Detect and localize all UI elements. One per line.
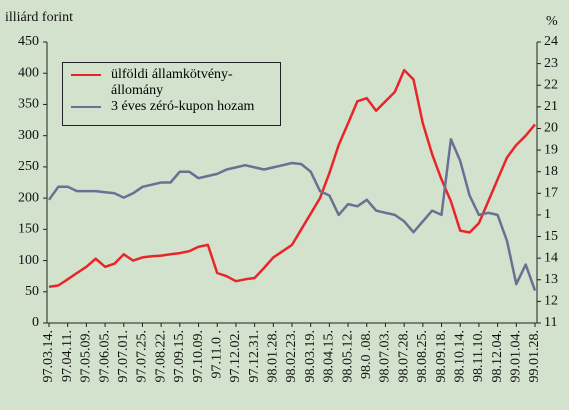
y-tick-label: 300 — [18, 128, 39, 143]
x-tick-label: 98.03.19. — [303, 330, 318, 383]
series-line — [47, 138, 537, 292]
x-tick-label: 97.05.09. — [79, 330, 94, 383]
y2-tick-label: 20 — [544, 121, 558, 136]
y2-tick-label: 19 — [544, 142, 558, 157]
y-tick-label: 400 — [18, 65, 39, 80]
y2-tick-label: 13 — [544, 272, 558, 287]
y-tick-label: 250 — [18, 159, 39, 174]
x-tick-label: 98.07.28. — [396, 330, 411, 383]
legend-label: 3 éves zéró-kupon hozam — [111, 99, 255, 114]
x-tick-label: 98.10.14. — [452, 330, 467, 383]
x-tick-label: 97.07.25. — [135, 330, 150, 383]
x-tick-label: 98.0 .08. — [359, 330, 374, 379]
x-tick-label: 97.12.02. — [228, 330, 243, 383]
y2-tick-label: 21 — [544, 99, 558, 114]
y2-tick-label: 14 — [544, 250, 558, 265]
y-axis-label: illiárd forint — [5, 10, 73, 25]
x-tick-label: 97.08.22. — [153, 330, 168, 383]
x-tick-label: 97.09.15. — [172, 330, 187, 383]
legend-label: ülföldi államkötvény-állomány — [111, 67, 233, 98]
y-tick-label: 200 — [18, 190, 39, 205]
y2-axis-label: % — [546, 14, 558, 29]
legend: ülföldi államkötvény-állomány 3 éves zéró… — [62, 62, 281, 126]
series-line — [48, 68, 536, 289]
y-tick-label: 100 — [18, 253, 39, 268]
x-tick-label: 98.02.23. — [284, 330, 299, 383]
y2-tick-label: 11 — [544, 315, 557, 330]
x-tick-label: 97.06.05. — [97, 330, 112, 383]
legend-item: ülföldi államkötvény-állomány — [67, 67, 276, 99]
y-tick-label: 350 — [18, 97, 39, 112]
y2-tick-label: 1 — [544, 207, 551, 222]
x-tick-label: 99.01.28. — [527, 330, 542, 383]
y2-tick-label: 22 — [544, 77, 558, 92]
y-tick-label: 150 — [18, 222, 39, 237]
x-tick-label: 99.01.04. — [509, 330, 524, 383]
y2-tick-label: 24 — [544, 34, 558, 49]
x-tick-label: 97.12.31. — [247, 330, 262, 383]
y2-tick-label: 18 — [544, 164, 558, 179]
y-tick-label: 0 — [32, 315, 39, 330]
y2-tick-label: 23 — [544, 56, 558, 71]
x-tick-label: 98.09.18. — [434, 330, 449, 383]
x-tick-label: 98.01.28. — [266, 330, 281, 383]
y2-tick-label: 15 — [544, 229, 558, 244]
y-tick-label: 50 — [25, 284, 39, 299]
x-tick-label: 98.05.12. — [340, 330, 355, 383]
y2-tick-label: 12 — [544, 294, 558, 309]
x-tick-label: 97.03.14. — [41, 330, 56, 383]
x-tick-label: 97.04.11. — [60, 330, 75, 382]
x-tick-label: 98.04.15. — [322, 330, 337, 383]
x-tick-label: 98.11.10. — [471, 330, 486, 382]
x-tick-label: 97.11.0 . — [209, 330, 224, 378]
x-tick-label: 98.12.04. — [490, 330, 505, 383]
x-tick-label: 98.08.25. — [415, 330, 430, 383]
x-tick-label: 97.10.09. — [191, 330, 206, 383]
y-tick-label: 450 — [18, 34, 39, 49]
legend-swatch — [71, 74, 101, 76]
legend-swatch — [71, 106, 101, 108]
x-tick-label: 97.07.01. — [116, 330, 131, 383]
x-tick-label: 98.07.03. — [378, 330, 393, 383]
legend-item: 3 éves zéró-kupon hozam — [67, 99, 276, 115]
y2-tick-label: 17 — [544, 186, 558, 201]
